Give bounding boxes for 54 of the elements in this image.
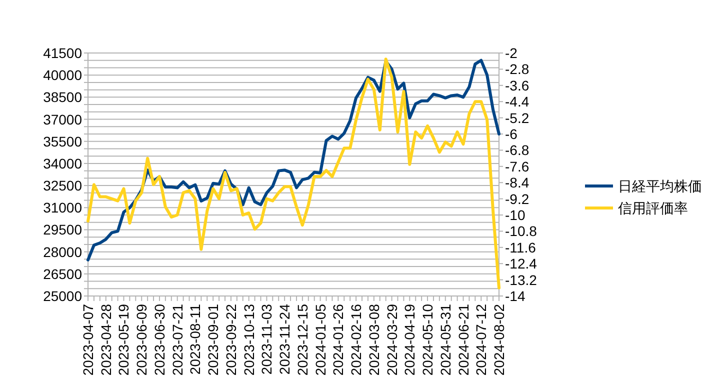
x-tick-label: 2023-04-28 [98, 304, 114, 376]
y-tick-label: 37000 [43, 111, 82, 128]
y2-tick-label: -8.4 [505, 174, 530, 191]
x-tick-label: 2024-06-21 [455, 304, 472, 376]
x-tick-label: 2024-05-10 [420, 304, 436, 376]
y2-tick-label: -7.6 [505, 158, 530, 174]
x-tick-label: 2023-06-30 [151, 304, 168, 376]
y-tick-label: 28000 [43, 244, 82, 260]
y2-tick-label: -5.2 [505, 110, 530, 126]
y2-tick-label: -13.2 [505, 272, 538, 288]
y-tick-label: 40000 [43, 67, 82, 84]
y-tick-label: 29500 [43, 222, 82, 238]
y2-tick-label: -11.6 [505, 239, 536, 256]
y-tick-label: 31000 [43, 200, 82, 216]
x-tick-label: 2023-09-22 [222, 304, 239, 376]
x-tick-label: 2023-10-13 [240, 304, 257, 376]
y2-tick-label: -4.4 [505, 94, 530, 110]
y2-tick-label: -6.8 [505, 142, 530, 158]
y2-tick-label: -6 [505, 126, 518, 142]
y-tick-label: 34000 [43, 155, 82, 172]
x-tick-label: 2024-08-02 [491, 304, 507, 376]
x-tick-label: 2024-07-12 [473, 304, 490, 376]
x-tick-label: 2024-01-26 [330, 304, 346, 376]
x-tick-label: 2023-11-24 [276, 304, 293, 375]
y2-tick-label: -14 [505, 288, 526, 304]
x-tick-label: 2024-04-19 [402, 304, 418, 376]
x-tick-label: 2024-02-16 [348, 304, 364, 376]
x-tick-label: 2023-04-07 [80, 304, 96, 376]
x-tick-label: 2023-07-21 [169, 304, 186, 376]
x-tick-label: 2023-11-03 [258, 304, 275, 375]
y2-tick-label: -2 [505, 45, 518, 61]
x-tick-label: 2023-09-01 [205, 304, 222, 376]
y-tick-label: 38500 [43, 89, 82, 106]
legend-label: 信用評価率 [618, 200, 688, 216]
x-tick-label: 2024-01-05 [312, 304, 328, 376]
y-tick-label: 41500 [43, 45, 82, 61]
legend-label: 日経平均株価 [618, 178, 702, 194]
y-tick-label: 35500 [43, 133, 82, 150]
x-tick-label: 2024-05-31 [437, 304, 454, 376]
y-tick-label: 32500 [43, 178, 82, 194]
y2-tick-label: -9.2 [505, 190, 530, 207]
y2-tick-label: -3.6 [505, 77, 530, 94]
y-tick-label: 26500 [43, 266, 82, 282]
y2-tick-label: -10.8 [505, 223, 538, 240]
x-tick-label: 2023-08-11 [187, 304, 204, 375]
x-tick-label: 2023-05-19 [116, 304, 132, 376]
y2-tick-label: -10 [505, 207, 526, 223]
y2-tick-label: -2.8 [505, 61, 530, 78]
x-tick-label: 2024-03-08 [366, 304, 382, 376]
y-tick-label: 25000 [43, 288, 82, 304]
x-tick-label: 2023-06-09 [134, 304, 150, 376]
x-tick-label: 2023-12-15 [294, 304, 310, 376]
x-tick-label: 2024-03-29 [384, 304, 400, 376]
y2-tick-label: -12.4 [505, 256, 538, 272]
